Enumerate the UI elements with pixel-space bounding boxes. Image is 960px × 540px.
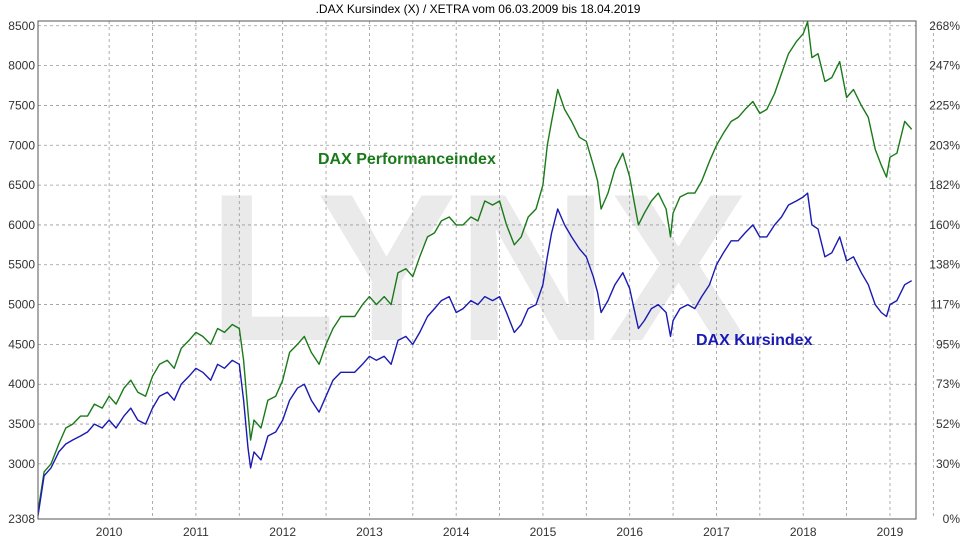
x-tick-label: 2010 (96, 525, 123, 539)
y-left-tick-label: 6500 (8, 178, 35, 192)
y-right-tick-label: 225% (929, 98, 960, 112)
x-tick-label: 2015 (530, 525, 557, 539)
y-right-tick-label: 160% (929, 218, 960, 232)
x-tick-label: 2013 (356, 525, 383, 539)
y-left-tick-label: 3500 (8, 417, 35, 431)
y-right-tick-label: 138% (929, 258, 960, 272)
y-left-tick-label: 8500 (8, 19, 35, 33)
y-right-tick-label: 52% (936, 417, 960, 431)
y-left-tick-label: 4000 (8, 377, 35, 391)
y-left-tick-label: 8000 (8, 59, 35, 73)
y-left-tick-label: 5000 (8, 298, 35, 312)
x-tick-label: 2019 (877, 525, 904, 539)
legend-label-performance: DAX Performanceindex (318, 151, 496, 168)
y-left-tick-label: 7000 (8, 138, 35, 152)
x-tick-label: 2016 (616, 525, 643, 539)
y-right-tick-label: 182% (929, 178, 960, 192)
y-right-tick-label: 268% (929, 19, 960, 33)
legend-label-kurs: DAX Kursindex (696, 332, 813, 349)
x-tick-label: 2017 (703, 525, 730, 539)
chart-title: .DAX Kursindex (X) / XETRA vom 06.03.200… (316, 2, 641, 16)
y-right-tick-label: 247% (929, 59, 960, 73)
y-left-tick-label: 3000 (8, 457, 35, 471)
y-left-tick-label: 5500 (8, 258, 35, 272)
lynx-watermark: LYNX (208, 150, 749, 385)
y-left-tick-label: 4500 (8, 337, 35, 351)
x-tick-label: 2018 (790, 525, 817, 539)
y-left-tick-label: 6000 (8, 218, 35, 232)
y-right-tick-label: 30% (936, 457, 960, 471)
y-right-tick-label: 0% (943, 512, 960, 526)
plot-frame (37, 20, 917, 520)
y-left-tick-label: 7500 (8, 98, 35, 112)
y-right-tick-label: 117% (930, 298, 960, 312)
x-tick-label: 2011 (183, 525, 209, 539)
y-right-tick-label: 95% (936, 337, 960, 351)
y-right-tick-label: 203% (929, 138, 960, 152)
grid (38, 21, 934, 519)
x-tick-label: 2014 (443, 525, 470, 539)
axes: 8500 268% 8000 247% 7500 225% 7000 203% 6500 182%… (8, 19, 960, 539)
y-right-tick-label: 73% (936, 377, 960, 391)
x-tick-label: 2012 (269, 525, 296, 539)
y-left-tick-label: 2308 (8, 512, 35, 526)
series-line-kurs (37, 192, 913, 516)
series-line-performance (37, 21, 913, 512)
series-lines (37, 21, 913, 516)
